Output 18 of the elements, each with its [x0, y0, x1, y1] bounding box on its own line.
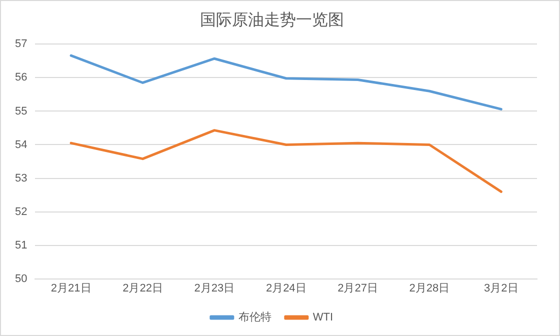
x-tick-label: 2月23日 — [194, 282, 235, 294]
x-tick-label: 2月28日 — [409, 282, 450, 294]
x-tick-label: 2月22日 — [122, 282, 163, 294]
y-tick-label: 54 — [14, 138, 28, 151]
y-tick-label: 52 — [14, 206, 28, 218]
y-tick-label: 51 — [14, 239, 28, 252]
y-tick-label: 55 — [14, 105, 28, 118]
legend-label: 布伦特 — [238, 312, 272, 324]
x-tick-label: 2月21日 — [50, 282, 92, 294]
x-tick-label: 2月27日 — [338, 282, 378, 294]
x-tick-label: 3月2日 — [484, 282, 518, 294]
y-tick-label: 53 — [14, 172, 28, 184]
x-tick-label: 2月24日 — [266, 282, 306, 294]
chart-title: 国际原油走势一览图 — [200, 11, 344, 30]
y-tick-label: 56 — [14, 72, 28, 84]
y-tick-label: 57 — [14, 38, 28, 50]
y-tick-label: 50 — [14, 272, 28, 285]
legend-label: WTI — [312, 312, 334, 324]
